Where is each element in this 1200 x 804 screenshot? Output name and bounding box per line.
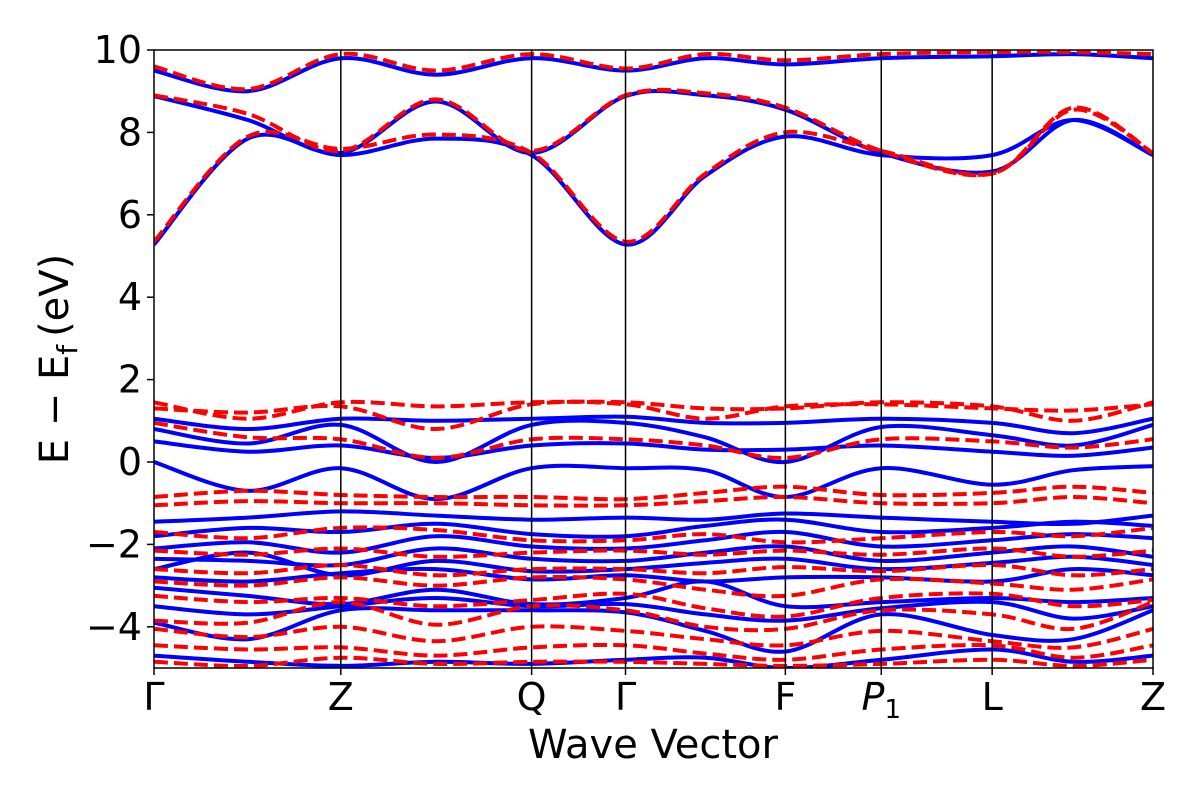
band-line-solid-23 <box>154 566 1153 584</box>
band-line-solid-3 <box>154 89 1153 175</box>
y-tick-label: 0 <box>118 440 142 484</box>
band-line-dashed-14 <box>154 494 1153 508</box>
x-axis-ticks: Γ Z Q Γ F P1 L Z <box>143 668 1166 725</box>
y-tick-label: 6 <box>118 193 142 237</box>
y-tick-label: −2 <box>86 522 142 566</box>
band-line-dashed-0 <box>154 107 1153 244</box>
y-axis-label-unit: (eV) <box>32 254 78 337</box>
band-line-dashed-28 <box>154 600 1153 633</box>
y-tick-label: 4 <box>118 275 142 319</box>
band-line-dashed-19 <box>154 546 1153 559</box>
x-tick-label: Q <box>517 675 547 719</box>
band-line-dashed-13 <box>154 484 1153 502</box>
band-line-dashed-2 <box>154 87 1153 178</box>
y-tick-label: −4 <box>86 605 142 649</box>
bands-layer <box>154 50 1153 668</box>
band-line-dashed-31 <box>154 642 1153 662</box>
x-tick-label: Z <box>328 675 354 719</box>
x-tick-label: F <box>774 675 796 719</box>
high-symmetry-lines <box>340 50 993 668</box>
band-line-solid-27 <box>154 596 1153 623</box>
x-axis-label: Wave Vector <box>528 722 779 768</box>
x-tick-label: Z <box>1140 675 1166 719</box>
band-line-solid-18 <box>154 529 1153 555</box>
y-tick-label: 2 <box>118 358 142 402</box>
band-line-solid-32 <box>154 647 1153 668</box>
y-axis-label: E − Ef (eV) <box>32 254 84 465</box>
band-line-dashed-24 <box>154 574 1153 599</box>
band-line-solid-1 <box>154 118 1153 247</box>
y-axis-ticks: −4 −2 0 2 4 6 8 10 <box>86 28 154 649</box>
band-line-dashed-8 <box>154 420 1153 460</box>
band-line-dashed-6 <box>154 399 1153 423</box>
band-line-dashed-22 <box>154 562 1153 578</box>
band-line-solid-9 <box>154 414 1153 436</box>
band-line-solid-5 <box>154 52 1153 94</box>
y-axis-label-sub: f <box>51 344 84 355</box>
plot-frame <box>153 49 1154 669</box>
x-tick-label: L <box>982 675 1003 719</box>
band-line-solid-15 <box>154 509 1153 527</box>
band-line-solid-16 <box>154 517 1153 539</box>
band-line-solid-10 <box>154 418 1153 465</box>
band-line-dashed-33 <box>154 655 1153 668</box>
y-tick-label: 10 <box>94 28 142 72</box>
band-line-dashed-17 <box>154 525 1153 545</box>
x-tick-label: Γ <box>615 675 636 719</box>
y-tick-label: 8 <box>118 110 142 154</box>
band-line-dashed-4 <box>154 50 1153 92</box>
y-axis-label-main: E − E <box>32 355 78 465</box>
band-line-solid-11 <box>154 439 1153 460</box>
band-line-solid-20 <box>154 544 1153 568</box>
x-tick-label: P1 <box>862 675 901 725</box>
x-tick-label: Γ <box>143 675 164 719</box>
